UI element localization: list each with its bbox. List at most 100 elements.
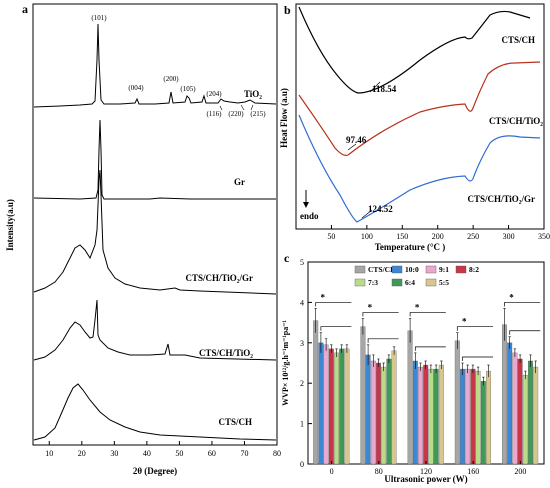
panel-c: c 0 1 2 3 4 5 * * * * * 0 80 120 160 200 CTS/CH 10:0 9:… xyxy=(281,251,545,484)
bar xyxy=(412,360,418,465)
arrowhead-icon xyxy=(303,202,309,208)
panel-b-xlabel: Temperature (°C ) xyxy=(375,242,446,252)
legend-swatch xyxy=(391,278,403,287)
panel-a-xticks: 10 20 30 40 50 60 70 80 xyxy=(45,441,281,458)
bar xyxy=(475,370,481,465)
panel-b-frame xyxy=(295,3,545,230)
arrow-icon xyxy=(361,209,373,219)
x-tick-label: 300 xyxy=(503,232,515,241)
x-tick-label: 10 xyxy=(45,449,53,458)
peak-label-101: (101) xyxy=(91,14,107,22)
dsc-trace-cts-ch-tio2-gr xyxy=(298,114,541,223)
legend-label: 7:3 xyxy=(368,278,378,287)
panel-a: a (101) (004) (200) (105) (204) (116) (2… xyxy=(5,2,281,476)
bar xyxy=(470,368,476,465)
endo-label: endo xyxy=(300,211,319,221)
panel-a-xlabel: 2θ (Degree) xyxy=(133,466,177,476)
panel-c-bars xyxy=(313,308,539,465)
dsc-label-cts-ch-tio2: CTS/CH/TiO₂ xyxy=(489,116,543,126)
bar xyxy=(486,370,491,465)
legend-label: 9:1 xyxy=(439,265,449,274)
x-tick-label: 200 xyxy=(514,467,526,476)
significance-bracket xyxy=(509,330,541,335)
dsc-peak-cts-ch-tio2-gr: 124.52 xyxy=(368,204,393,214)
legend-swatch xyxy=(391,265,403,274)
y-tick-label: 3 xyxy=(300,339,304,348)
legend-swatch xyxy=(354,278,366,287)
dsc-peak-cts-ch: 118.54 xyxy=(372,84,397,94)
significance-star: * xyxy=(509,292,514,302)
legend-swatch xyxy=(425,278,437,287)
x-tick-label: 30 xyxy=(110,449,118,458)
bar xyxy=(334,352,339,465)
x-tick-label: 50 xyxy=(327,232,335,241)
bar xyxy=(454,340,460,465)
significance-star: * xyxy=(462,317,467,327)
panel-c-letter: c xyxy=(284,251,290,265)
significance-bracket xyxy=(315,302,352,307)
bar xyxy=(460,368,465,465)
panel-a-letter: a xyxy=(22,2,28,16)
x-tick-label: 20 xyxy=(78,449,86,458)
arrow-icon xyxy=(347,143,357,151)
significance-bracket xyxy=(504,302,541,307)
bar xyxy=(370,360,376,465)
y-tick-label: 4 xyxy=(300,298,304,307)
xrd-trace-cts-ch xyxy=(33,383,277,441)
x-tick-label: 80 xyxy=(273,449,281,458)
x-tick-label: 200 xyxy=(432,232,444,241)
significance-bracket xyxy=(456,326,494,331)
bar xyxy=(438,364,444,465)
panel-c-legend: CTS/CH 10:0 9:1 8:2 7:3 6:4 5:5 xyxy=(354,265,479,287)
bar xyxy=(339,348,345,465)
legend-swatch xyxy=(425,265,437,274)
panel-c-yaxis: 0 1 2 3 4 5 xyxy=(300,258,312,469)
peak-label-200: (200) xyxy=(163,75,179,83)
bar xyxy=(517,358,523,465)
x-tick-label: 100 xyxy=(361,232,373,241)
y-tick-label: 0 xyxy=(300,460,304,469)
peak-label-215: (215) xyxy=(250,110,266,118)
trace-label-tio2: TiO₂ xyxy=(244,89,262,99)
panel-b-ylabel: Heat Flow (a.u) xyxy=(279,88,289,148)
panel-b-letter: b xyxy=(284,3,291,17)
panel-b: b 118.54 97.46 124.52 CTS/CH CTS/CH/TiO₂… xyxy=(279,3,550,252)
significance-bracket xyxy=(362,312,399,317)
xrd-trace-gr xyxy=(33,119,276,200)
bar xyxy=(407,330,413,465)
arrow-icon xyxy=(219,105,223,111)
legend-label: CTS/CH xyxy=(368,265,396,274)
x-tick-label: 60 xyxy=(208,449,216,458)
x-tick-label: 0 xyxy=(330,467,334,476)
bar xyxy=(386,358,392,465)
bar xyxy=(465,368,471,465)
trace-label-gr: Gr xyxy=(234,177,245,187)
bar xyxy=(433,368,439,465)
panel-c-ylabel: WVP× 10¹²/g.h⁻¹m⁻¹pa⁻¹ xyxy=(281,320,290,406)
significance-star: * xyxy=(415,303,420,313)
bar xyxy=(323,344,329,465)
panel-a-frame xyxy=(32,3,278,446)
y-tick-label: 5 xyxy=(300,258,304,267)
panel-c-xticks: 0 80 120 160 200 xyxy=(330,461,526,476)
bar xyxy=(507,342,513,465)
significance-star: * xyxy=(368,303,373,313)
y-tick-label: 2 xyxy=(300,379,304,388)
panel-c-significance: * * * * * xyxy=(315,292,541,361)
trace-label-cts-ch-tio2-gr: CTS/CH/TiO₂/Gr xyxy=(185,273,253,283)
xrd-trace-cts-ch-tio2-gr xyxy=(33,169,277,295)
significance-bracket xyxy=(320,326,352,331)
peak-label-220: (220) xyxy=(228,110,244,118)
dsc-label-cts-ch-tio2-gr: CTS/CH/TiO₂/Gr xyxy=(467,194,535,204)
x-tick-label: 150 xyxy=(396,232,408,241)
legend-label: 10:0 xyxy=(405,265,419,274)
bar xyxy=(376,362,381,465)
x-tick-label: 160 xyxy=(467,467,479,476)
bar xyxy=(528,360,533,465)
panel-a-ylabel: Intensity(a.u) xyxy=(5,199,15,251)
dsc-label-cts-ch: CTS/CH xyxy=(501,35,535,45)
dsc-peak-cts-ch-tio2: 97.46 xyxy=(346,135,367,145)
x-tick-label: 120 xyxy=(420,467,432,476)
significance-bracket xyxy=(462,356,494,361)
